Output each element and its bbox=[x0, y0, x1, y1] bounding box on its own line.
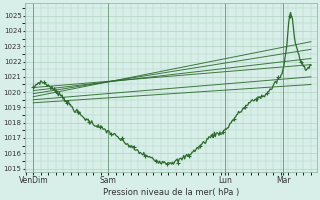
X-axis label: Pression niveau de la mer( hPa ): Pression niveau de la mer( hPa ) bbox=[103, 188, 239, 197]
